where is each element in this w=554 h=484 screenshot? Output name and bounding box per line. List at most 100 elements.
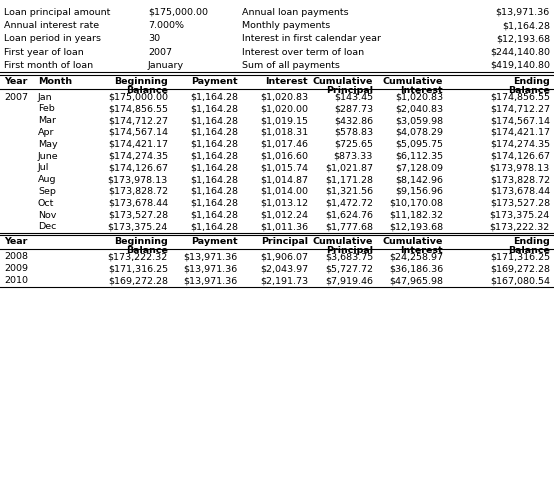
- Text: $1,164.28: $1,164.28: [502, 21, 550, 30]
- Text: $175,000.00: $175,000.00: [108, 92, 168, 102]
- Text: Interest: Interest: [265, 77, 308, 86]
- Text: $11,182.32: $11,182.32: [389, 211, 443, 220]
- Text: $1,021.87: $1,021.87: [325, 163, 373, 172]
- Text: Feb: Feb: [38, 105, 55, 113]
- Text: $174,712.27: $174,712.27: [108, 116, 168, 125]
- Text: Interest: Interest: [401, 246, 443, 255]
- Text: $173,527.28: $173,527.28: [490, 199, 550, 208]
- Text: 2010: 2010: [4, 276, 28, 285]
- Text: $173,222.32: $173,222.32: [490, 222, 550, 231]
- Text: $1,012.24: $1,012.24: [260, 211, 308, 220]
- Text: Apr: Apr: [38, 128, 54, 137]
- Text: $173,678.44: $173,678.44: [490, 187, 550, 196]
- Text: 2008: 2008: [4, 253, 28, 261]
- Text: $3,683.75: $3,683.75: [325, 253, 373, 261]
- Text: $173,828.72: $173,828.72: [490, 175, 550, 184]
- Text: $419,140.80: $419,140.80: [490, 61, 550, 70]
- Text: $171,316.25: $171,316.25: [108, 264, 168, 273]
- Text: Loan principal amount: Loan principal amount: [4, 8, 110, 17]
- Text: Annual interest rate: Annual interest rate: [4, 21, 99, 30]
- Text: First year of loan: First year of loan: [4, 47, 84, 57]
- Text: $174,856.55: $174,856.55: [490, 92, 550, 102]
- Text: Interest in first calendar year: Interest in first calendar year: [242, 34, 381, 44]
- Text: $174,567.14: $174,567.14: [108, 128, 168, 137]
- Text: $1,164.28: $1,164.28: [190, 128, 238, 137]
- Text: Ending: Ending: [513, 77, 550, 86]
- Text: $13,971.36: $13,971.36: [184, 264, 238, 273]
- Text: $173,222.32: $173,222.32: [107, 253, 168, 261]
- Text: $1,016.60: $1,016.60: [260, 151, 308, 161]
- Text: $47,965.98: $47,965.98: [389, 276, 443, 285]
- Text: $7,919.46: $7,919.46: [325, 276, 373, 285]
- Text: $3,059.98: $3,059.98: [395, 116, 443, 125]
- Text: $174,567.14: $174,567.14: [490, 116, 550, 125]
- Text: $173,527.28: $173,527.28: [108, 211, 168, 220]
- Text: Year: Year: [4, 237, 27, 246]
- Text: 2009: 2009: [4, 264, 28, 273]
- Text: $175,000.00: $175,000.00: [148, 8, 208, 17]
- Text: $12,193.68: $12,193.68: [496, 34, 550, 44]
- Text: $1,164.28: $1,164.28: [190, 222, 238, 231]
- Text: $173,375.24: $173,375.24: [107, 222, 168, 231]
- Text: $432.86: $432.86: [334, 116, 373, 125]
- Text: $5,727.72: $5,727.72: [325, 264, 373, 273]
- Text: Ending: Ending: [513, 237, 550, 246]
- Text: Dec: Dec: [38, 222, 57, 231]
- Text: $13,971.36: $13,971.36: [184, 276, 238, 285]
- Text: $1,164.28: $1,164.28: [190, 151, 238, 161]
- Text: Jul: Jul: [38, 163, 49, 172]
- Text: $173,828.72: $173,828.72: [108, 187, 168, 196]
- Text: First month of loan: First month of loan: [4, 61, 93, 70]
- Text: Balance: Balance: [508, 246, 550, 255]
- Text: $1,164.28: $1,164.28: [190, 211, 238, 220]
- Text: Cumulative: Cumulative: [312, 237, 373, 246]
- Text: $1,011.36: $1,011.36: [260, 222, 308, 231]
- Text: $173,978.13: $173,978.13: [490, 163, 550, 172]
- Text: $1,014.87: $1,014.87: [260, 175, 308, 184]
- Text: Year: Year: [4, 77, 27, 86]
- Text: Balance: Balance: [508, 86, 550, 95]
- Text: $1,015.74: $1,015.74: [260, 163, 308, 172]
- Text: Monthly payments: Monthly payments: [242, 21, 330, 30]
- Text: $9,156.96: $9,156.96: [395, 187, 443, 196]
- Text: Principal: Principal: [326, 86, 373, 95]
- Text: $1,321.56: $1,321.56: [325, 187, 373, 196]
- Text: Beginning: Beginning: [114, 237, 168, 246]
- Text: $6,112.35: $6,112.35: [395, 151, 443, 161]
- Text: Aug: Aug: [38, 175, 57, 184]
- Text: $174,712.27: $174,712.27: [490, 105, 550, 113]
- Text: Oct: Oct: [38, 199, 54, 208]
- Text: $169,272.28: $169,272.28: [108, 276, 168, 285]
- Text: $1,020.83: $1,020.83: [395, 92, 443, 102]
- Text: $36,186.36: $36,186.36: [389, 264, 443, 273]
- Text: $10,170.08: $10,170.08: [389, 199, 443, 208]
- Text: $1,624.76: $1,624.76: [325, 211, 373, 220]
- Text: $1,018.31: $1,018.31: [260, 128, 308, 137]
- Text: Nov: Nov: [38, 211, 57, 220]
- Text: Annual loan payments: Annual loan payments: [242, 8, 348, 17]
- Text: $244,140.80: $244,140.80: [490, 47, 550, 57]
- Text: Interest: Interest: [401, 86, 443, 95]
- Text: Payment: Payment: [191, 77, 238, 86]
- Text: $1,472.72: $1,472.72: [325, 199, 373, 208]
- Text: $13,971.36: $13,971.36: [496, 8, 550, 17]
- Text: $1,164.28: $1,164.28: [190, 105, 238, 113]
- Text: $174,126.67: $174,126.67: [108, 163, 168, 172]
- Text: Beginning: Beginning: [114, 77, 168, 86]
- Text: $725.65: $725.65: [334, 140, 373, 149]
- Text: Cumulative: Cumulative: [383, 77, 443, 86]
- Text: $1,017.46: $1,017.46: [260, 140, 308, 149]
- Text: $578.83: $578.83: [334, 128, 373, 137]
- Text: May: May: [38, 140, 58, 149]
- Text: Cumulative: Cumulative: [312, 77, 373, 86]
- Text: $143.45: $143.45: [334, 92, 373, 102]
- Text: $1,020.00: $1,020.00: [260, 105, 308, 113]
- Text: $1,906.07: $1,906.07: [260, 253, 308, 261]
- Text: Sep: Sep: [38, 187, 56, 196]
- Text: $174,274.35: $174,274.35: [108, 151, 168, 161]
- Text: $174,421.17: $174,421.17: [108, 140, 168, 149]
- Text: Principal: Principal: [326, 246, 373, 255]
- Text: $1,020.83: $1,020.83: [260, 92, 308, 102]
- Text: $24,258.97: $24,258.97: [389, 253, 443, 261]
- Text: $1,164.28: $1,164.28: [190, 92, 238, 102]
